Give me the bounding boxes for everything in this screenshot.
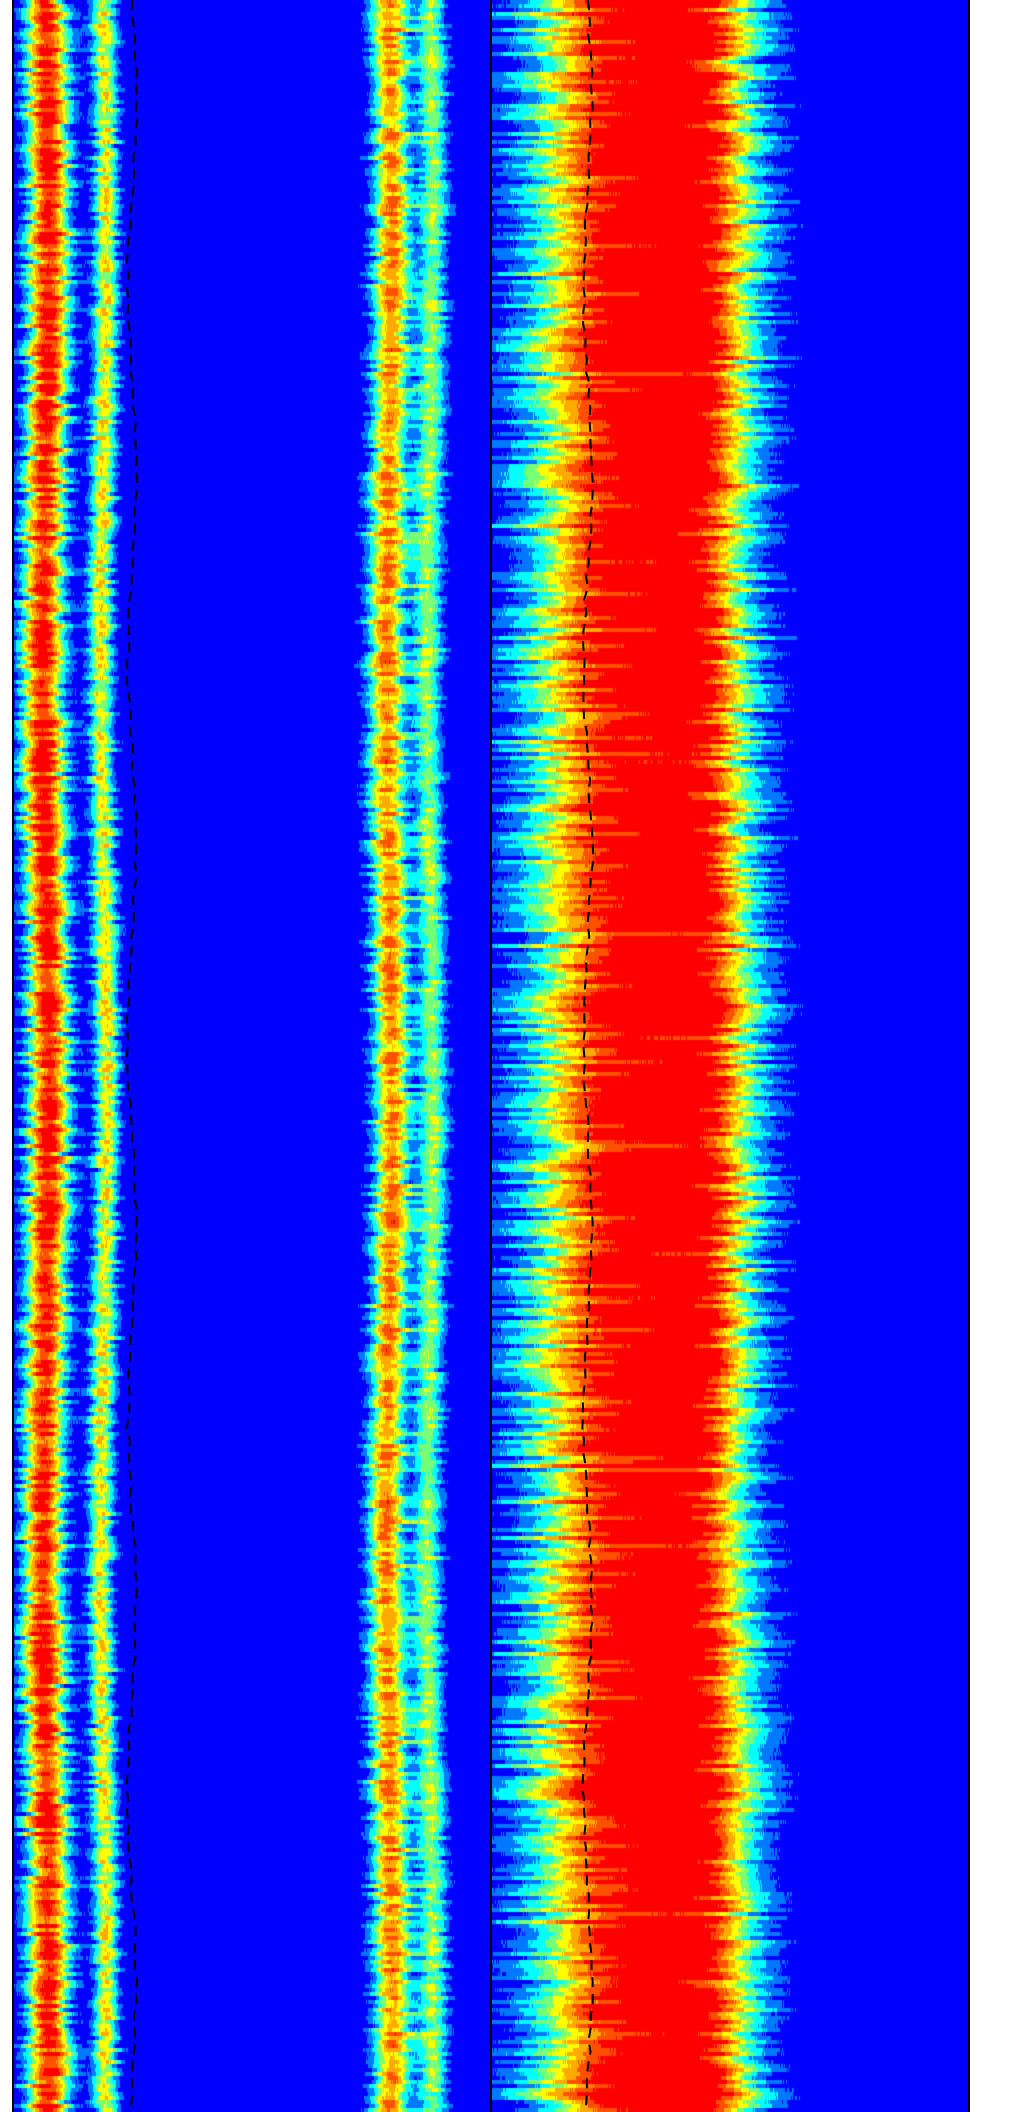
heatmap-right [492, 0, 970, 2112]
heatmap-left [12, 0, 492, 2112]
heatmap-track-right [492, 0, 970, 2112]
heatmap-track-left [12, 0, 492, 2112]
